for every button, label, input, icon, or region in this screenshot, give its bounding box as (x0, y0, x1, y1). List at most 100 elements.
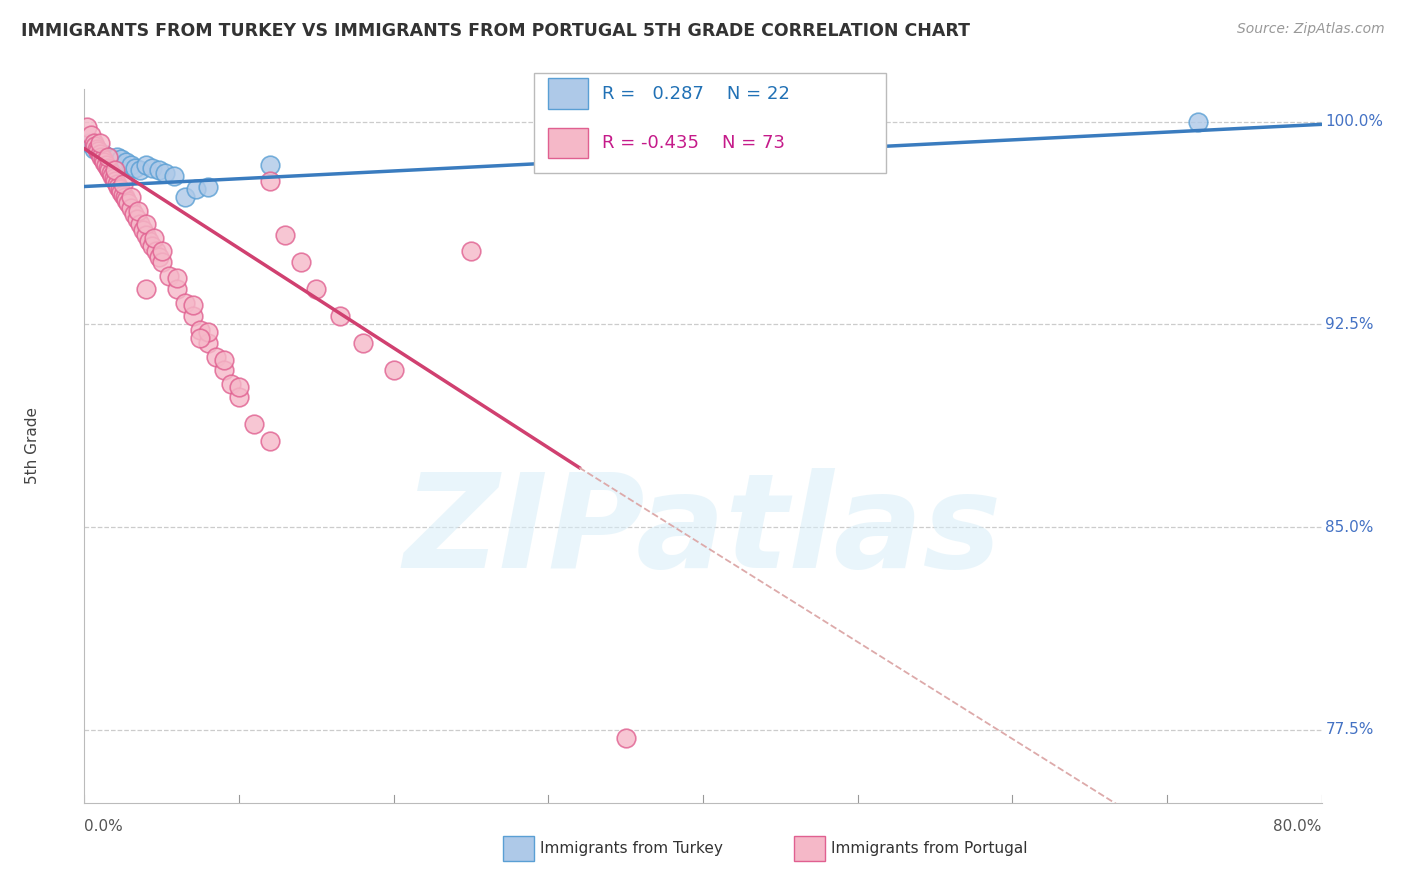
Point (150, 244, 173, 259)
Point (105, 150, 128, 164)
Point (145, 244, 167, 259)
Text: 5th Grade: 5th Grade (25, 408, 39, 484)
Point (212, 352, 235, 367)
Point (91, 147, 114, 161)
Point (89, 136, 111, 151)
Point (138, 234, 160, 248)
Point (79, 128, 101, 143)
Point (290, 255, 312, 269)
Point (87, 145, 110, 159)
Point (84, 139, 107, 153)
Point (159, 268, 180, 283)
Point (76, 120, 98, 134)
Point (115, 193, 138, 207)
Text: 80.0%: 80.0% (1274, 819, 1322, 834)
Point (153, 166, 176, 180)
Point (94, 158, 117, 172)
Point (143, 231, 166, 245)
Point (132, 223, 155, 237)
Point (150, 255, 173, 269)
Point (197, 336, 219, 351)
Point (112, 177, 135, 191)
Point (77, 136, 100, 151)
Text: 100.0%: 100.0% (1326, 114, 1384, 129)
Point (83, 142, 105, 156)
Point (83, 136, 105, 151)
Point (614, 731, 637, 745)
Point (107, 179, 129, 194)
Text: ZIPatlas: ZIPatlas (404, 468, 1002, 595)
Point (129, 163, 152, 178)
Point (101, 153, 124, 167)
Point (352, 336, 374, 351)
Point (120, 158, 142, 172)
Point (98, 163, 121, 178)
Point (135, 218, 157, 232)
Point (124, 161, 146, 175)
Point (90, 150, 112, 164)
Point (112, 187, 135, 202)
Text: IMMIGRANTS FROM TURKEY VS IMMIGRANTS FROM PORTUGAL 5TH GRADE CORRELATION CHART: IMMIGRANTS FROM TURKEY VS IMMIGRANTS FRO… (21, 22, 970, 40)
Text: Immigrants from Turkey: Immigrants from Turkey (540, 841, 723, 855)
Point (93, 155, 115, 169)
Point (135, 158, 157, 172)
Point (205, 350, 228, 364)
Point (166, 271, 188, 285)
Point (328, 310, 352, 324)
Point (110, 153, 132, 167)
Point (96, 150, 118, 164)
Point (228, 379, 250, 393)
Point (96, 150, 118, 164)
Point (148, 163, 170, 178)
Point (141, 161, 163, 175)
Point (103, 171, 125, 186)
Point (174, 190, 197, 204)
Point (86, 142, 108, 156)
Point (104, 163, 127, 178)
Point (274, 228, 297, 243)
Point (382, 363, 405, 377)
Point (129, 218, 152, 232)
Point (163, 169, 186, 183)
Point (259, 174, 281, 188)
Point (110, 185, 132, 199)
Point (105, 177, 128, 191)
Point (197, 326, 219, 340)
Point (115, 155, 138, 169)
Point (125, 211, 148, 226)
Point (100, 166, 122, 180)
Point (96, 161, 118, 175)
Point (174, 295, 197, 310)
Point (259, 434, 281, 448)
Point (108, 182, 131, 196)
Point (460, 244, 482, 259)
Text: 77.5%: 77.5% (1326, 723, 1374, 738)
Point (188, 331, 211, 345)
Point (141, 239, 163, 253)
Point (305, 282, 328, 296)
Point (243, 417, 266, 432)
Point (181, 310, 204, 324)
Point (148, 250, 170, 264)
Point (135, 228, 157, 243)
Text: 0.0%: 0.0% (84, 819, 124, 834)
Point (87, 145, 110, 159)
Point (91, 153, 114, 167)
Point (259, 158, 281, 172)
Point (120, 190, 142, 204)
Point (101, 169, 124, 183)
Point (117, 195, 139, 210)
Text: Source: ZipAtlas.com: Source: ZipAtlas.com (1237, 22, 1385, 37)
Point (104, 174, 127, 188)
Point (114, 190, 136, 204)
Point (181, 298, 204, 312)
Point (135, 282, 157, 296)
Point (127, 203, 149, 218)
Text: R = -0.435    N = 73: R = -0.435 N = 73 (602, 134, 785, 152)
Point (120, 201, 142, 215)
Point (166, 282, 188, 296)
Point (228, 390, 250, 404)
Point (212, 363, 235, 377)
Point (219, 376, 242, 391)
Point (188, 323, 211, 337)
